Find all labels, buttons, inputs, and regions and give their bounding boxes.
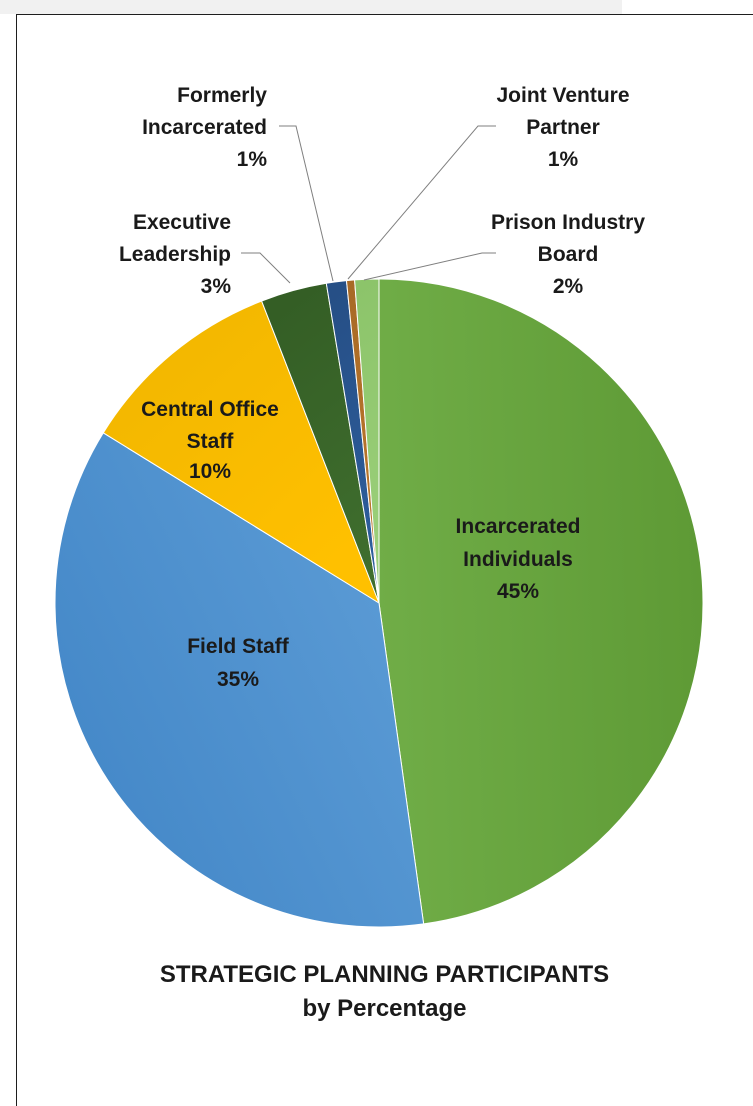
leader-line-executive-leadership — [241, 252, 291, 284]
slice-label-incarcerated-individuals: Incarcerated — [456, 515, 581, 538]
percent-label-executive-leadership: 3% — [201, 275, 232, 298]
slice-label-prison-industry-board: Prison Industry — [491, 211, 645, 234]
leader-line-formerly-incarcerated — [279, 125, 334, 282]
percent-label-incarcerated-individuals: 45% — [497, 580, 539, 603]
slice-label-incarcerated-individuals: Individuals — [463, 548, 573, 571]
slice-central-office-staff — [102, 300, 381, 605]
slice-label-executive-leadership: Executive — [133, 211, 231, 234]
percent-label-field-staff: 35% — [217, 668, 259, 691]
chart-subtitle: by Percentage — [302, 995, 467, 1022]
percent-label-central-office-staff: 10% — [189, 460, 231, 483]
slice-label-formerly-incarcerated: Incarcerated — [142, 116, 267, 139]
slice-label-executive-leadership: Leadership — [119, 243, 231, 266]
chart-title: STRATEGIC PLANNING PARTICIPANTS — [159, 961, 610, 988]
slice-label-field-staff: Field Staff — [187, 635, 290, 658]
top-band — [0, 0, 622, 14]
leader-line-joint-venture-partner — [347, 125, 496, 280]
slice-incarcerated-individuals — [378, 278, 704, 925]
slice-field-staff — [54, 432, 425, 928]
percent-label-joint-venture-partner: 1% — [548, 148, 579, 171]
percent-label-prison-industry-board: 2% — [553, 275, 584, 298]
leader-line-prison-industry-board — [363, 252, 496, 281]
slice-label-central-office-staff: Staff — [187, 430, 235, 453]
percent-label-formerly-incarcerated: 1% — [237, 148, 268, 171]
slice-label-joint-venture-partner: Joint Venture — [496, 84, 629, 107]
slice-label-prison-industry-board: Board — [538, 243, 599, 266]
slice-label-central-office-staff: Central Office — [141, 398, 279, 421]
slice-label-joint-venture-partner: Partner — [526, 116, 600, 139]
chart-title-block: STRATEGIC PLANNING PARTICIPANTS by Perce… — [16, 958, 753, 1026]
slice-label-formerly-incarcerated: Formerly — [177, 84, 267, 107]
